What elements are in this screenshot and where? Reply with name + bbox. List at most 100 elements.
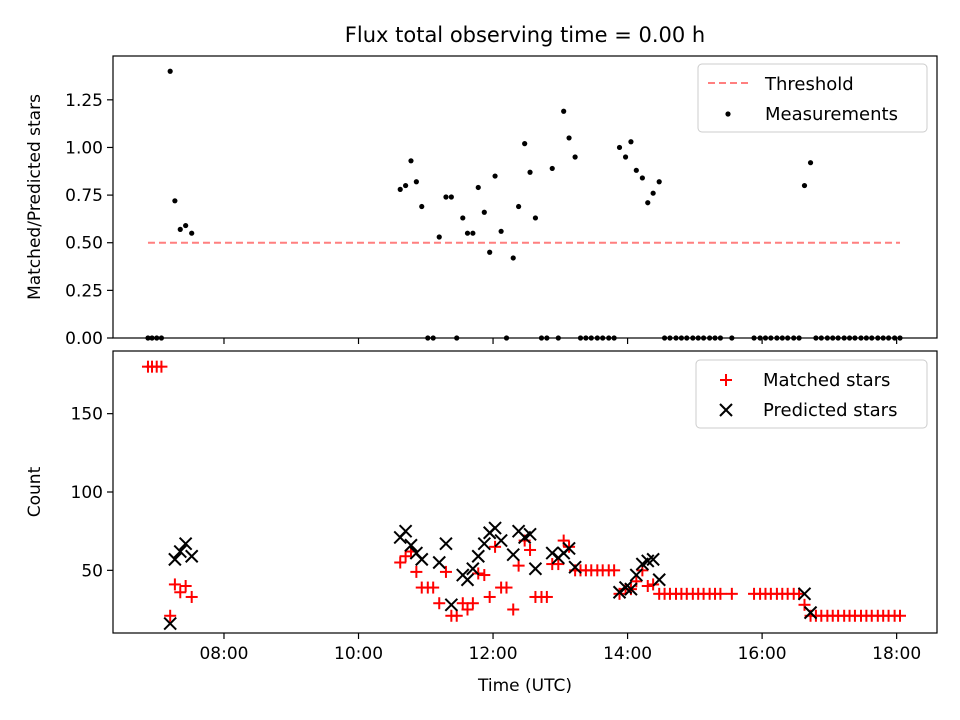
measurement-point — [527, 169, 533, 175]
legend-matched-label: Matched stars — [763, 370, 890, 391]
predicted-star-marker — [432, 555, 446, 570]
matched-star-marker — [185, 590, 198, 603]
matched-star-marker — [461, 603, 474, 616]
ratio-legend-box — [697, 63, 928, 133]
measurement-point — [172, 198, 178, 204]
matched-star-marker — [456, 597, 469, 610]
count-x-tick-label: 10:00 — [334, 644, 383, 664]
measurement-point — [650, 190, 656, 196]
predicted-star-marker — [471, 549, 485, 563]
count-legend-box — [695, 359, 928, 429]
ratio-y-tick-label: 1.00 — [65, 138, 103, 158]
matched-star-marker — [439, 565, 452, 578]
count-y-tick-label: 100 — [71, 483, 103, 503]
matched-star-marker — [557, 534, 570, 547]
matched-star-marker — [507, 603, 520, 616]
measurement-point — [622, 154, 629, 160]
count-legend: Matched stars Predicted stars — [695, 359, 928, 429]
measurement-point — [492, 173, 498, 179]
predicted-star-marker — [494, 533, 508, 548]
predicted-star-marker — [652, 573, 666, 587]
measurement-point — [516, 203, 522, 210]
measurement-point — [566, 135, 572, 141]
matched-star-marker — [466, 597, 479, 610]
ratio-panel: 0.00 0.25 0.50 0.75 1.00 1.25 Matched/Predict… — [25, 55, 938, 349]
predicted-star-marker — [488, 521, 502, 535]
matched-star-marker — [427, 581, 440, 594]
matched-star-marker — [489, 540, 502, 553]
count-x-tick-label: 16:00 — [738, 644, 787, 664]
predicted-star-marker — [466, 562, 480, 576]
measurement-point — [475, 184, 481, 191]
matched-star-marker — [613, 587, 626, 600]
matched-star-marker — [179, 580, 192, 592]
predicted-star-marker — [646, 552, 660, 567]
measurement-point — [167, 68, 173, 74]
measurement-point — [419, 203, 425, 210]
ratio-y-tick-label: 1.25 — [65, 91, 103, 111]
predicted-star-marker — [415, 552, 429, 567]
matched-star-marker — [394, 556, 407, 569]
predicted-star-marker — [398, 524, 413, 538]
measurement-point — [481, 209, 487, 215]
measurement-point — [448, 194, 454, 200]
predicted-star-marker — [629, 568, 644, 582]
legend-threshold-label: Threshold — [764, 74, 854, 95]
matched-star-marker — [641, 580, 654, 592]
measurement-point — [498, 228, 504, 234]
matched-star-marker — [725, 587, 738, 600]
measurement-point — [628, 139, 634, 145]
measurement-point — [189, 230, 195, 236]
measurement-point — [549, 165, 555, 172]
count-x-ticks: 08:00 10:00 12:00 14:00 16:00 18:00 — [199, 633, 921, 664]
predicted-star-marker — [163, 616, 177, 631]
legend-measurements-swatch — [725, 111, 731, 117]
figure-title: Flux total observing time = 0.00 h — [345, 23, 705, 47]
ratio-axes-frame — [112, 55, 938, 339]
matched-layer — [141, 360, 907, 622]
ratio-y-tick-label: 0.75 — [65, 186, 103, 206]
predicted-star-marker — [568, 560, 582, 574]
predicted-layer — [163, 521, 818, 631]
measurement-point — [443, 194, 449, 200]
x-axis-label: Time (UTC) — [477, 676, 572, 696]
measurement-point — [487, 249, 493, 255]
count-y-ticks: 50 100 150 — [71, 405, 113, 581]
matched-star-marker — [483, 590, 496, 603]
measurement-point — [397, 186, 403, 192]
matched-star-marker — [608, 564, 621, 577]
ratio-legend: Threshold Measurements — [697, 63, 928, 133]
measurement-point — [408, 158, 414, 164]
matched-star-marker — [410, 565, 423, 578]
ratio-y-axis-label: Matched/Predicted stars — [25, 94, 45, 300]
predicted-star-marker — [460, 573, 475, 587]
predicted-star-marker — [444, 598, 459, 612]
matched-star-marker — [714, 587, 727, 600]
matched-star-marker — [433, 597, 446, 610]
measurement-point — [470, 230, 476, 236]
matched-star-marker — [630, 575, 643, 588]
measurement-point — [561, 108, 567, 114]
measurement-point — [464, 230, 471, 236]
measurement-point — [532, 215, 539, 221]
legend-measurements-label: Measurements — [765, 104, 898, 125]
predicted-star-marker — [477, 536, 492, 551]
measurement-point — [177, 226, 183, 232]
count-x-tick-label: 12:00 — [469, 644, 518, 664]
predicted-star-marker — [439, 536, 453, 551]
measurement-point — [807, 160, 814, 166]
matched-star-marker — [174, 586, 187, 599]
predicted-star-marker — [528, 562, 543, 576]
matched-star-marker — [164, 609, 177, 622]
predicted-star-marker — [184, 549, 199, 563]
matched-star-marker — [155, 360, 168, 373]
matched-star-marker — [168, 578, 181, 591]
matched-star-marker — [540, 590, 553, 603]
matched-star-marker — [500, 581, 513, 594]
matched-star-marker — [512, 559, 525, 572]
measurement-point — [403, 182, 409, 189]
measurement-point — [645, 200, 651, 206]
measurement-point — [510, 255, 516, 261]
